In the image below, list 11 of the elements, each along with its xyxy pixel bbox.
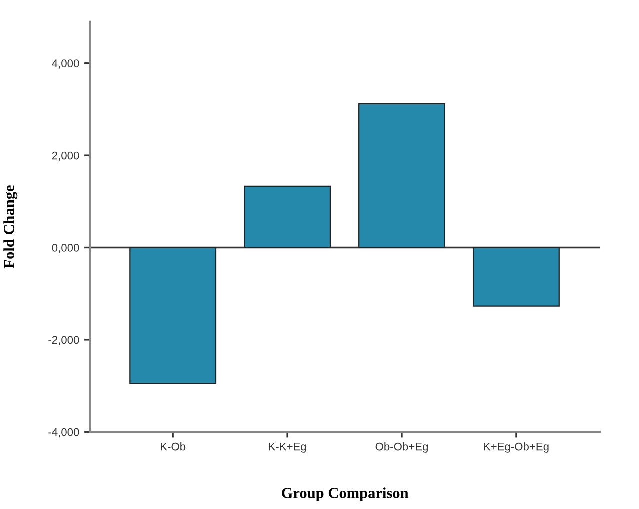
x-tick-label: K-Ob xyxy=(161,442,186,451)
x-tick-label: K+Eg-Ob+Eg xyxy=(484,442,549,453)
x-tick-label: Ob-Ob+Eg xyxy=(376,442,428,453)
x-axis-title: Group Comparison xyxy=(282,488,409,502)
y-tick-label: 4,000 xyxy=(52,60,80,69)
y-tick-label: -2,000 xyxy=(48,336,80,346)
y-tick-label: 2,000 xyxy=(52,152,80,162)
x-tick-label: K-K+Eg xyxy=(269,442,306,453)
y-tick-label: 0,000 xyxy=(52,244,80,254)
y-axis-title: Fold Change xyxy=(4,186,18,269)
y-tick-label: -4,000 xyxy=(48,428,80,438)
